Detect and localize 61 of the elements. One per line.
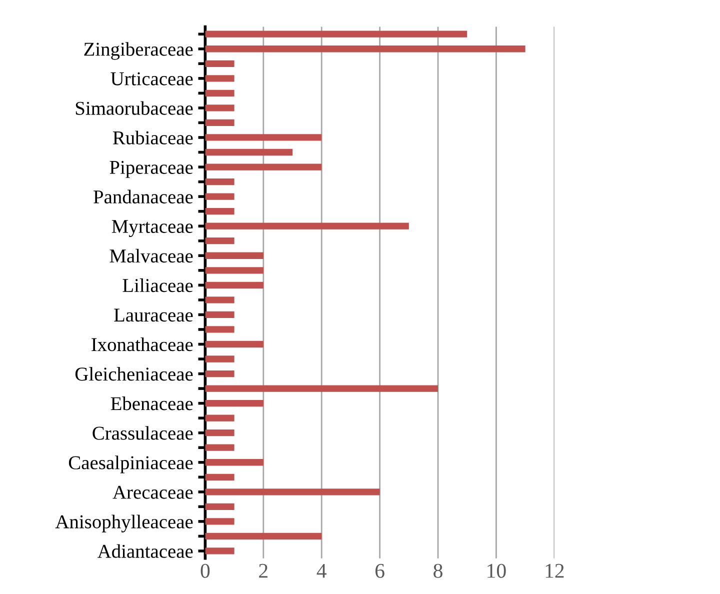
y-tick-label: Myrtaceae bbox=[112, 220, 193, 238]
y-tick-label: Piperaceae bbox=[110, 160, 193, 178]
bar bbox=[205, 385, 438, 392]
y-tick-label: Zingiberaceae bbox=[84, 42, 193, 60]
y-tick-label: Simaorubaceae bbox=[76, 101, 193, 115]
bar bbox=[205, 459, 264, 466]
bar bbox=[205, 164, 322, 170]
y-tick-label: Crassulaceae bbox=[92, 426, 193, 440]
y-tick-label: Urticaceae bbox=[110, 72, 193, 86]
y-tick-label: Liliaceae bbox=[122, 278, 193, 292]
bar bbox=[205, 430, 234, 436]
bar bbox=[205, 267, 264, 274]
bar bbox=[205, 296, 234, 304]
bar bbox=[205, 340, 264, 348]
bar bbox=[205, 518, 234, 525]
y-tick-label: Rubiaceae bbox=[112, 130, 193, 144]
bar bbox=[205, 252, 264, 259]
bar bbox=[205, 222, 409, 230]
bar bbox=[205, 148, 292, 156]
bar bbox=[205, 282, 264, 288]
y-tick-label: Malvaceae bbox=[110, 248, 193, 263]
y-tick-label: Adiantaceae bbox=[98, 544, 193, 558]
bar bbox=[205, 193, 234, 200]
y-tick-label: Caesalpiniaceae bbox=[68, 456, 193, 474]
bar bbox=[205, 370, 234, 378]
x-tick-label: 12 bbox=[546, 564, 564, 578]
bar bbox=[205, 134, 322, 141]
bar bbox=[205, 444, 234, 451]
y-tick-label: Lauraceae bbox=[114, 308, 193, 322]
bar bbox=[205, 548, 234, 554]
bar bbox=[205, 178, 234, 186]
y-tick-label: Pandanaceae bbox=[94, 190, 193, 204]
bar bbox=[205, 532, 322, 540]
y-tick-label: Anisophylleaceae bbox=[55, 514, 193, 532]
y-tick-label: Ebenaceae bbox=[110, 396, 193, 410]
bar bbox=[205, 238, 234, 244]
bar bbox=[205, 104, 234, 112]
bar bbox=[205, 326, 234, 333]
x-tick-label: 4 bbox=[316, 564, 326, 578]
x-tick-label: 0 bbox=[200, 564, 210, 578]
x-tick-label: 10 bbox=[488, 564, 506, 578]
bar bbox=[205, 46, 526, 52]
x-tick-label: 2 bbox=[259, 564, 268, 578]
bar bbox=[205, 356, 234, 362]
x-tick-label: 6 bbox=[375, 564, 384, 578]
y-tick-label: Ixonathaceae bbox=[92, 337, 193, 352]
bar bbox=[205, 119, 234, 126]
x-tick-label: 8 bbox=[434, 564, 442, 578]
bar bbox=[205, 30, 468, 38]
bar bbox=[205, 90, 234, 97]
bar bbox=[205, 488, 380, 496]
y-tick-label: Arecaceae bbox=[112, 486, 193, 499]
bar bbox=[205, 75, 234, 82]
bar bbox=[205, 414, 234, 422]
bar bbox=[205, 474, 234, 480]
bar bbox=[205, 60, 234, 67]
bar bbox=[205, 311, 234, 318]
bar bbox=[205, 208, 234, 215]
y-tick-label: Gleicheniaceae bbox=[75, 367, 193, 381]
bar bbox=[205, 400, 264, 407]
bar bbox=[205, 503, 234, 510]
